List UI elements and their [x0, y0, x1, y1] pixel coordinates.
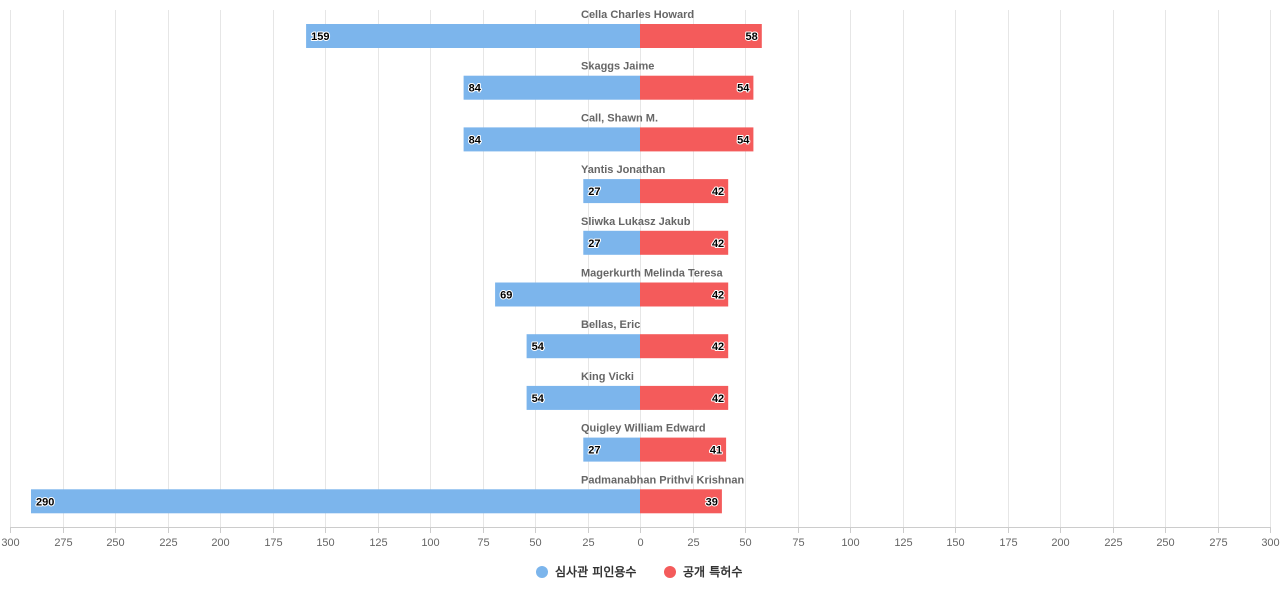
- data-label-right: 54: [737, 83, 750, 95]
- data-label-left: 69: [500, 290, 512, 302]
- x-tick-label: 100: [421, 537, 439, 549]
- bar-left: [526, 334, 640, 359]
- data-label-right: 58: [746, 31, 758, 43]
- x-tick-label: 50: [529, 537, 541, 549]
- legend[interactable]: 심사관 피인용수 공개 특허수: [536, 564, 742, 579]
- category-label: Bellas, Eric: [581, 319, 640, 331]
- x-tick-label: 150: [946, 537, 964, 549]
- bar-left: [306, 24, 640, 48]
- category-label: Sliwka Lukasz Jakub: [581, 216, 691, 228]
- bar-right: [640, 230, 729, 255]
- x-tick-label: 275: [1209, 537, 1227, 549]
- data-label-left: 54: [532, 341, 545, 353]
- data-label-left: 54: [532, 393, 545, 405]
- x-tick-label: 125: [369, 537, 387, 549]
- bar-left: [526, 385, 640, 410]
- bar-right: [640, 24, 762, 48]
- x-tick-label: 225: [159, 537, 177, 549]
- x-axis: 300 275 250 225 200 175 150 125 100 75 50 25 0 25 50 75…: [1, 527, 1280, 549]
- bar-left: [463, 127, 640, 152]
- x-tick-label: 50: [739, 537, 751, 549]
- x-tick-label: 125: [894, 537, 912, 549]
- category-label: Padmanabhan Prithvi Krishnan: [581, 474, 744, 486]
- data-label-left: 84: [469, 83, 482, 95]
- category-label: King Vicki: [581, 371, 634, 383]
- data-label-right: 42: [712, 393, 724, 405]
- x-tick-label: 150: [316, 537, 334, 549]
- x-tick-label: 25: [687, 537, 699, 549]
- data-label-left: 27: [588, 445, 600, 457]
- x-tick-label: 225: [1104, 537, 1122, 549]
- x-tick-label: 300: [1, 537, 19, 549]
- x-tick-label: 250: [106, 537, 124, 549]
- x-tick-label: 200: [211, 537, 229, 549]
- data-label-right: 41: [710, 445, 722, 457]
- legend-symbol-left-series: [536, 566, 548, 578]
- x-tick-label: 200: [1051, 537, 1069, 549]
- legend-label-right-series[interactable]: 공개 특허수: [683, 564, 742, 579]
- data-label-right: 42: [712, 186, 724, 198]
- category-label: Yantis Jonathan: [581, 164, 666, 176]
- x-tick-label: 250: [1156, 537, 1174, 549]
- bar-right: [640, 385, 729, 410]
- category-label: Cella Charles Howard: [581, 9, 694, 21]
- x-tick-label: 275: [54, 537, 72, 549]
- data-label-left: 290: [36, 496, 54, 508]
- bar-right: [640, 489, 722, 514]
- x-tick-label: 75: [792, 537, 804, 549]
- bar-left: [583, 230, 640, 255]
- category-label: Skaggs Jaime: [581, 61, 654, 73]
- x-tick-label: 75: [477, 537, 489, 549]
- data-label-right: 39: [706, 496, 718, 508]
- bar-left: [583, 179, 640, 204]
- bar-left: [583, 437, 640, 462]
- bar-left: [463, 75, 640, 100]
- x-tick-label: 0: [637, 537, 643, 549]
- bar-right: [640, 127, 754, 152]
- legend-label-left-series[interactable]: 심사관 피인용수: [555, 564, 636, 579]
- bar-right: [640, 179, 729, 204]
- x-tick-label: 175: [999, 537, 1017, 549]
- data-label-left: 159: [311, 31, 329, 43]
- data-label-left: 27: [588, 238, 600, 250]
- bars: [31, 24, 762, 514]
- x-tick-label: 100: [841, 537, 859, 549]
- category-label: Quigley William Edward: [581, 423, 706, 435]
- data-label-right: 42: [712, 238, 724, 250]
- category-label: Magerkurth Melinda Teresa: [581, 268, 723, 280]
- data-label-right: 54: [737, 134, 750, 146]
- x-tick-label: 175: [264, 537, 282, 549]
- bar-left: [31, 489, 640, 514]
- data-label-left: 84: [469, 134, 482, 146]
- bar-right: [640, 334, 729, 359]
- bar-right: [640, 437, 727, 462]
- bar-left: [495, 282, 640, 307]
- legend-symbol-right-series: [664, 566, 676, 578]
- data-label-right: 42: [712, 341, 724, 353]
- data-label-left: 27: [588, 186, 600, 198]
- category-label: Call, Shawn M.: [581, 112, 658, 124]
- bar-right: [640, 282, 729, 307]
- bar-right: [640, 75, 754, 100]
- x-tick-label: 300: [1261, 537, 1279, 549]
- x-tick-label: 25: [582, 537, 594, 549]
- labels: Cella Charles Howard 159 58 Skaggs Jaime 84 5…: [35, 9, 759, 509]
- data-label-right: 42: [712, 290, 724, 302]
